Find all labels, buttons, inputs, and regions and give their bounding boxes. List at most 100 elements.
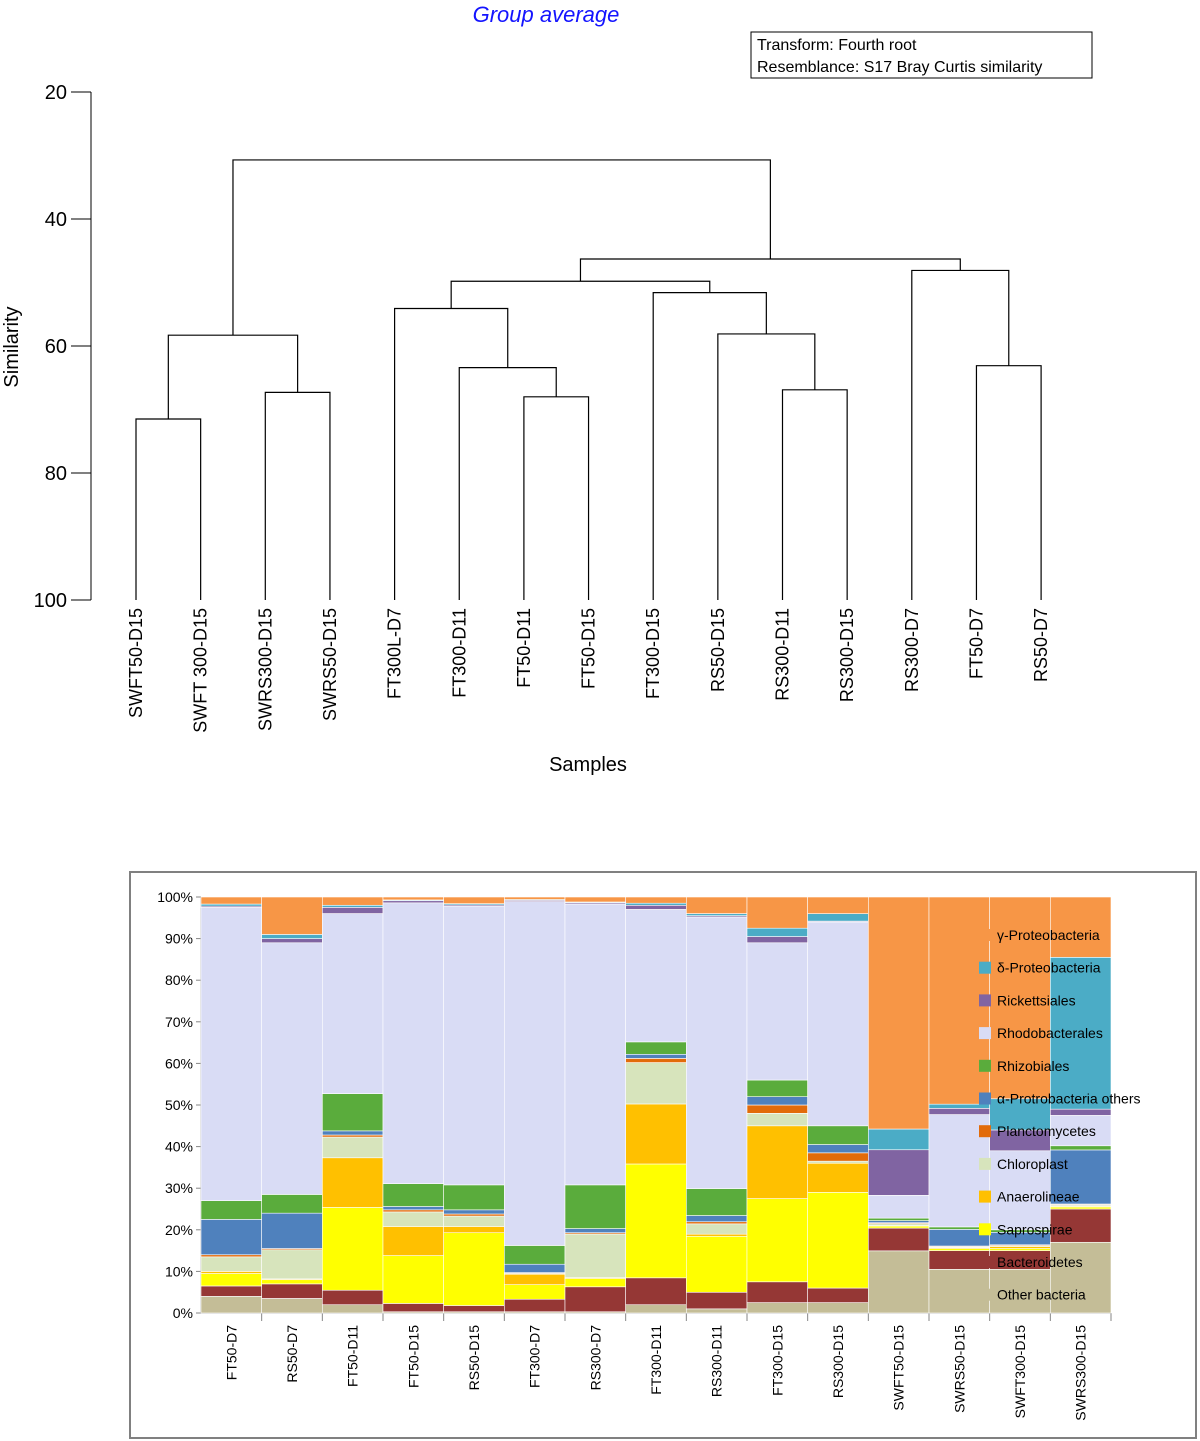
bar-segment — [261, 1194, 323, 1214]
bar-segment — [625, 1058, 687, 1063]
dendrogram-tree — [135, 159, 1042, 600]
y-tick-label: 70% — [165, 1014, 193, 1030]
bar-segment — [322, 1093, 384, 1132]
bar-segment — [807, 1302, 869, 1314]
y-ticks: 20 40 60 80 100 — [34, 82, 91, 612]
bar-segment — [382, 1226, 444, 1256]
bar-segment — [868, 1149, 930, 1196]
x-tick-label: SWRS300-D15 — [1073, 1325, 1089, 1421]
bar-segment — [322, 1207, 384, 1291]
bar-segment — [504, 1245, 566, 1265]
bar-segment — [443, 1213, 505, 1217]
dendrogram-branch — [394, 307, 509, 600]
legend-label: Rhizobiales — [997, 1058, 1069, 1074]
dendrogram-branch — [717, 333, 816, 600]
legend-label: Other bacteria — [997, 1287, 1086, 1303]
bar-segment — [564, 1233, 626, 1278]
bar-segment — [382, 1206, 444, 1211]
bar-segment — [200, 1296, 262, 1314]
legend-label: Chloroplast — [997, 1156, 1068, 1172]
bar-segment — [322, 896, 384, 906]
bar-segment — [625, 1103, 687, 1165]
bar-segment — [686, 916, 748, 1189]
legend-swatch — [979, 1223, 991, 1236]
dendrogram-branch — [458, 366, 557, 600]
bar-segment — [928, 1103, 990, 1109]
y-tick-label: 40% — [165, 1139, 193, 1155]
y-tick-label: 0% — [173, 1305, 193, 1321]
bar-segment — [868, 1128, 930, 1151]
bar-segment — [200, 1200, 262, 1220]
bar-segment — [868, 1250, 930, 1314]
leaf-label: SWRS50-D15 — [320, 608, 340, 721]
bar-segment — [746, 1079, 808, 1097]
bar-segment — [382, 1211, 444, 1227]
bar-segment — [686, 1221, 748, 1225]
bar-segment — [686, 913, 748, 916]
bar-segment — [322, 904, 384, 908]
dendrogram-branch — [232, 159, 771, 336]
bar-segment — [625, 1163, 687, 1279]
bar-segment — [504, 896, 566, 900]
bar-segment — [261, 1283, 323, 1299]
bar-segment — [746, 936, 808, 944]
y-axis-label: Similarity — [1, 306, 23, 387]
leaf-label: RS300-D7 — [902, 608, 922, 692]
bar-segment — [625, 896, 687, 904]
bar-segment — [686, 1308, 748, 1314]
bar-segment — [261, 896, 323, 935]
bar-segment — [261, 938, 323, 944]
legend-swatch — [979, 1157, 991, 1170]
bar-segment — [868, 1225, 930, 1229]
bar-segment — [1050, 1115, 1112, 1147]
stacked-bar-chart: 0% 10% 20% 30% 40% 50% 60% 70% 80% 90% 100% FT50-D… — [157, 889, 1141, 1421]
x-tick-label: RS300-D15 — [830, 1325, 846, 1398]
bar-segment — [322, 913, 384, 1094]
bar-segment — [443, 1215, 505, 1227]
x-tick-label: FT300-D11 — [648, 1325, 664, 1395]
y-tick-label: 20% — [165, 1222, 193, 1238]
bar-segment — [261, 942, 323, 1195]
dendrogram-branch — [781, 389, 848, 600]
bar-segment — [443, 1232, 505, 1306]
bar-segment — [261, 1212, 323, 1249]
leaf-label: FT300-D11 — [449, 608, 469, 698]
bar-segment — [200, 903, 262, 907]
x-tick-labels: FT50-D7 RS50-D7 FT50-D11 FT50-D15 RS50-D15 FT… — [223, 1325, 1088, 1421]
bar-segment — [686, 1235, 748, 1293]
bar-segment — [322, 1157, 384, 1208]
bar-segment — [443, 905, 505, 1186]
bar-segment — [200, 1254, 262, 1258]
info-box: Transform: Fourth root Resemblance: S17 … — [750, 31, 1093, 79]
leaf-label: RS50-D7 — [1031, 608, 1051, 682]
bar-segment — [504, 1284, 566, 1300]
bars — [200, 896, 1112, 1314]
bar-segment — [928, 1108, 990, 1115]
bar-segment — [261, 934, 323, 939]
legend-swatch — [979, 1059, 991, 1072]
bar-segment — [504, 1298, 566, 1313]
x-tick-label: SWRS50-D15 — [951, 1325, 967, 1413]
legend: γ-Proteobacteria δ-Proteobacteria Ricketts… — [979, 927, 1141, 1303]
bar-segment — [261, 1249, 323, 1280]
y-tick-label: 50% — [165, 1097, 193, 1113]
leaf-label: FT50-D7 — [966, 608, 986, 679]
x-tick-label: SWFT300-D15 — [1012, 1325, 1028, 1419]
bar-segment — [989, 1248, 1051, 1251]
bar-segment — [1050, 1206, 1112, 1210]
leaf-label: RS50-D15 — [708, 608, 728, 692]
x-tick-label: FT300-D15 — [769, 1325, 785, 1396]
legend-swatch — [979, 929, 991, 941]
y-tick-label: 80% — [165, 972, 193, 988]
bar-segment — [807, 1192, 869, 1289]
x-tick-label: RS50-D15 — [466, 1325, 482, 1391]
bar-segment — [928, 1248, 990, 1251]
bar-segment — [1050, 1149, 1112, 1205]
x-tick-label: FT50-D7 — [223, 1325, 239, 1380]
dendrogram-title: Group average — [473, 2, 620, 27]
dendrogram-branch — [135, 418, 202, 600]
leaf-label: SWRS300-D15 — [255, 608, 275, 731]
legend-label: Rhodobacterales — [997, 1025, 1103, 1041]
bar-segment — [443, 1209, 505, 1215]
y-tick-label: 20 — [45, 82, 67, 104]
